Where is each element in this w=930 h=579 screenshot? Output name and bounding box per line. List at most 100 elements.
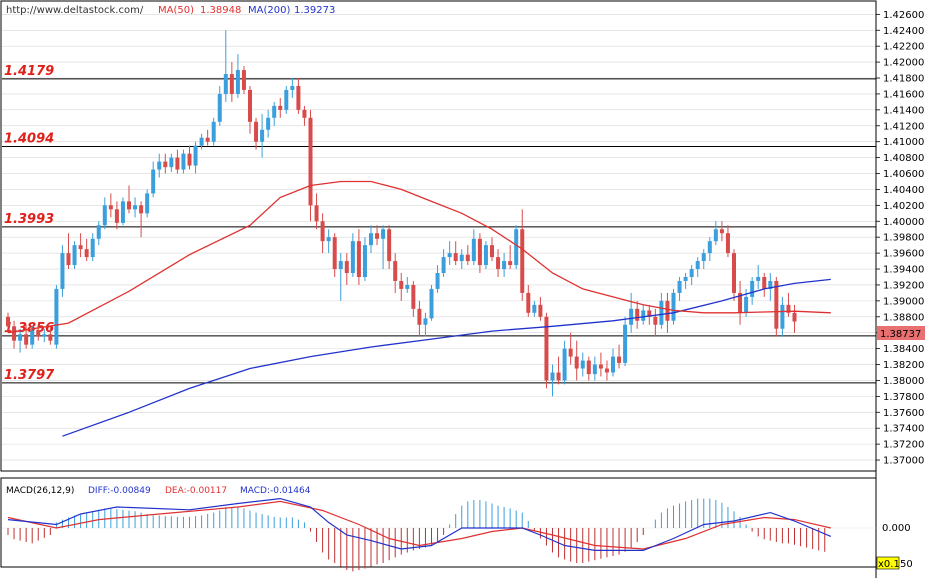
- candle: [133, 197, 138, 218]
- macd-diff-line: [7, 497, 832, 551]
- candle-body: [42, 334, 47, 337]
- candle-body: [617, 356, 622, 363]
- candle-body: [356, 241, 361, 277]
- candle-body: [490, 245, 494, 258]
- candle-body: [465, 254, 470, 262]
- candle: [598, 352, 603, 377]
- ma200-line: [62, 278, 831, 437]
- macd-hist-value: MACD:-0.01464: [240, 486, 311, 496]
- candle: [611, 348, 615, 377]
- candle: [326, 229, 331, 254]
- candle: [163, 153, 168, 174]
- candle-body: [725, 233, 730, 254]
- candle-body: [659, 300, 664, 325]
- candle: [187, 145, 192, 170]
- candle-body: [48, 334, 53, 341]
- candle-body: [683, 276, 688, 281]
- candle: [568, 332, 573, 365]
- candle: [205, 129, 210, 146]
- candle: [738, 280, 743, 325]
- candle-body: [90, 238, 95, 258]
- candle: [120, 197, 125, 226]
- candle: [477, 233, 482, 274]
- level-label: 1.4179: [4, 64, 54, 79]
- candle: [127, 185, 131, 214]
- candle-body: [326, 237, 331, 242]
- candle-body: [211, 121, 216, 142]
- candle: [241, 66, 246, 94]
- ma50-legend-label: MA(50): [158, 5, 194, 16]
- y-tick-label: 1.37600: [883, 408, 924, 419]
- candle: [48, 326, 53, 345]
- candle-body: [102, 205, 107, 226]
- level-label: 1.3993: [4, 212, 54, 227]
- candle: [314, 193, 319, 230]
- candle: [6, 312, 10, 333]
- candle: [580, 352, 585, 377]
- candle-body: [114, 209, 119, 223]
- candle-body: [205, 137, 210, 142]
- candle-body: [441, 257, 446, 274]
- candle-body: [483, 245, 488, 266]
- candle: [544, 312, 549, 389]
- candle-body: [36, 331, 41, 337]
- candle-body: [411, 284, 416, 309]
- candle-body: [477, 238, 482, 266]
- candle: [18, 328, 23, 353]
- candle-body: [133, 205, 138, 210]
- y-tick-label: 1.38800: [883, 312, 924, 323]
- y-tick-label: 1.38200: [883, 360, 924, 371]
- candle: [272, 101, 277, 126]
- candle: [586, 356, 591, 381]
- candle-body: [248, 89, 252, 122]
- candle-body: [260, 129, 265, 142]
- candle-body: [701, 253, 706, 262]
- candle: [677, 276, 682, 301]
- candle: [12, 320, 17, 349]
- candle: [592, 356, 597, 381]
- candle: [465, 245, 470, 266]
- candle: [332, 233, 337, 277]
- candle: [157, 153, 162, 178]
- candle: [175, 149, 180, 174]
- candle-body: [574, 356, 579, 369]
- candle-body: [127, 201, 131, 210]
- candle: [223, 30, 228, 102]
- candle-body: [695, 261, 700, 270]
- candle: [102, 197, 107, 230]
- candle-body: [381, 229, 386, 239]
- candle-body: [18, 334, 23, 341]
- candle: [635, 300, 640, 329]
- candle: [574, 340, 579, 381]
- candle-body: [707, 241, 712, 254]
- candle: [417, 300, 422, 337]
- candle: [193, 141, 198, 174]
- candle-body: [241, 70, 246, 90]
- candle: [151, 161, 156, 198]
- macd-dea-line: [7, 500, 831, 550]
- y-tick-label: 1.40800: [883, 153, 924, 164]
- candle-body: [756, 276, 761, 281]
- candle-body: [592, 364, 597, 375]
- candle: [707, 237, 712, 262]
- candle-body: [732, 253, 736, 293]
- macd-zero-label: 0.000: [882, 523, 911, 534]
- candle: [756, 265, 761, 289]
- candle-body: [417, 308, 422, 325]
- candle: [108, 193, 113, 218]
- source-url: http://www.deltastock.com/: [6, 5, 144, 16]
- candle-body: [556, 372, 561, 381]
- candle: [695, 257, 700, 277]
- current-price-label: 1.38737: [880, 329, 921, 340]
- candle-body: [471, 238, 476, 262]
- candle: [284, 85, 289, 114]
- candle: [514, 225, 519, 270]
- candle: [629, 292, 634, 333]
- candle-body: [54, 288, 59, 345]
- candle-body: [278, 105, 283, 110]
- candle-body: [266, 117, 271, 130]
- candle-body: [689, 269, 694, 277]
- candle: [526, 284, 531, 317]
- candle: [78, 233, 83, 258]
- candle: [496, 249, 501, 277]
